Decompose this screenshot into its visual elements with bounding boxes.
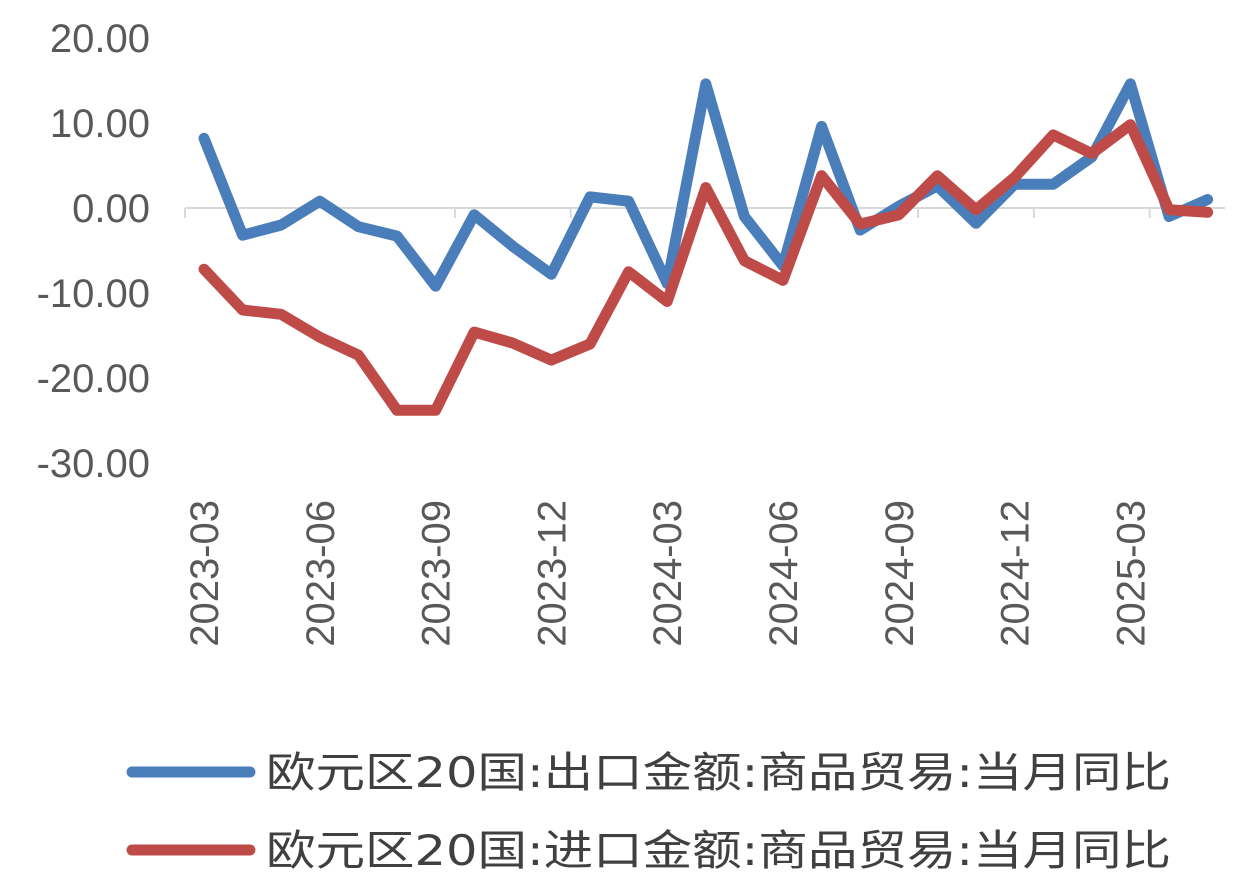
x-tick-label: 2023-09 xyxy=(415,500,459,647)
x-tick-label: 2024-12 xyxy=(994,500,1038,647)
x-tick-label: 2025-03 xyxy=(1109,500,1153,647)
plot-area xyxy=(198,78,1214,416)
x-tick-label: 2024-06 xyxy=(762,500,806,647)
x-tick-label: 2023-12 xyxy=(530,500,574,647)
x-tick-label: 2024-03 xyxy=(646,500,690,647)
y-tick-label: 0.00 xyxy=(72,187,150,231)
y-tick-label: -20.00 xyxy=(37,357,150,401)
series-line-imports xyxy=(198,119,1214,416)
x-tick-label: 2023-06 xyxy=(299,500,343,647)
x-tick-label: 2023-03 xyxy=(183,500,227,647)
legend-label-imports: 欧元区20国:进口金额:商品贸易:当月同比 xyxy=(266,826,1171,875)
series-line-exports xyxy=(198,78,1214,292)
y-axis: 20.00 10.00 0.00 -10.00 -20.00 -30.00 xyxy=(37,17,150,486)
y-tick-label: -30.00 xyxy=(37,442,150,486)
y-tick-label: 10.00 xyxy=(50,102,150,146)
y-tick-label: 20.00 xyxy=(50,17,150,61)
legend: 欧元区20国:出口金额:商品贸易:当月同比欧元区20国:进口金额:商品贸易:当月… xyxy=(126,748,1171,875)
legend-label-exports: 欧元区20国:出口金额:商品贸易:当月同比 xyxy=(266,748,1171,797)
x-tick-label: 2024-09 xyxy=(878,500,922,647)
x-axis: 2023-03 2023-06 2023-09 2023-12 2024-03 2024-… xyxy=(183,207,1225,647)
y-tick-label: -10.00 xyxy=(37,272,150,316)
